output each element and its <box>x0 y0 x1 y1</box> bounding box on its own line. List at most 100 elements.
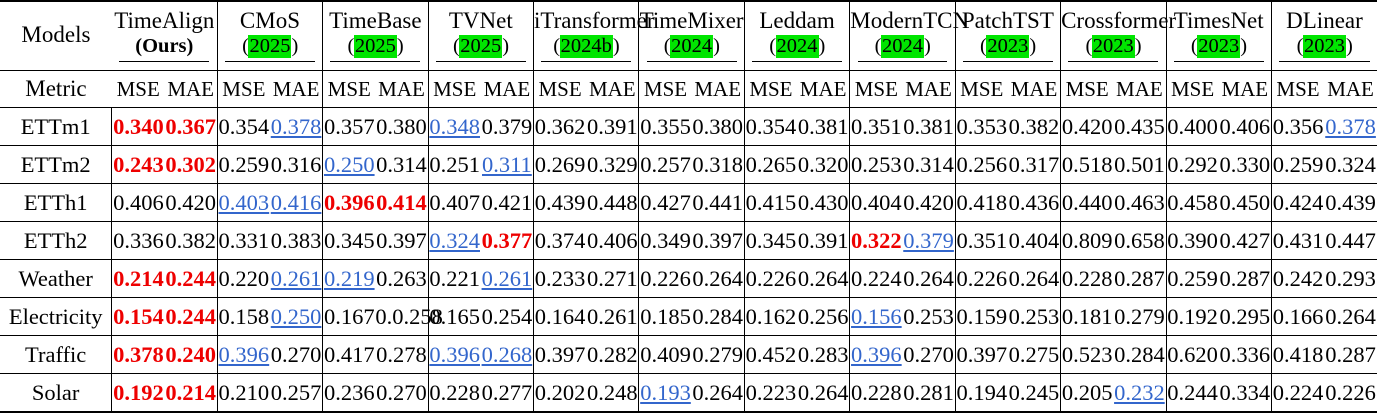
value: 0.374 <box>534 227 586 253</box>
value: 0.166 <box>1272 303 1324 329</box>
cell-ettm2-patchtst-mae: 0.317 <box>1007 145 1061 184</box>
cell-etth2-itransformer-mse: 0.374 <box>533 221 587 260</box>
cell-solar-timemixer-mae: 0.264 <box>691 373 745 412</box>
cell-weather-crossformer-mse: 0.228 <box>1060 259 1114 298</box>
value: 0.406 <box>586 227 638 253</box>
cell-traffic-leddam-mse: 0.452 <box>743 335 798 374</box>
cell-electricity-timemixer-mae: 0.284 <box>691 297 745 336</box>
cell-ettm2-timemixer-mse: 0.257 <box>638 145 692 184</box>
paren-close: ) <box>291 34 298 57</box>
model-year: (Ours) <box>112 35 217 58</box>
value-second-best: 0.378 <box>270 113 322 139</box>
cell-ettm1-leddam-mae: 0.381 <box>797 107 850 146</box>
cell-weather-timealign-mse: 0.214 <box>111 259 165 298</box>
value: 0.439 <box>534 189 586 215</box>
value: 0.420 <box>1061 113 1113 139</box>
cell-traffic-tvnet-mse: 0.396 <box>427 335 481 374</box>
value-best: 0.302 <box>165 151 216 177</box>
cell-traffic-timebase-mse: 0.417 <box>322 335 376 374</box>
value: 0.345 <box>323 227 375 253</box>
cell-ettm1-timebase-mse: 0.357 <box>322 107 376 146</box>
value: 0.192 <box>1167 303 1218 329</box>
value: 0.420 <box>903 189 954 215</box>
cell-electricity-dlinear-mae: 0.264 <box>1324 297 1377 336</box>
cell-ettm2-crossformer-mse: 0.518 <box>1060 145 1114 184</box>
paren-close: ) <box>1240 34 1247 57</box>
model-header-tvnet: TVNet (2025) <box>427 1 534 71</box>
cell-etth2-dlinear-mae: 0.447 <box>1324 221 1377 260</box>
value-second-best: 0.348 <box>429 113 480 139</box>
table-body: ETTm1 0.340 0.367 0.354 0.378 0.357 0.380 0.348… <box>0 107 1377 412</box>
cell-ettm1-timebase-mae: 0.380 <box>375 107 429 146</box>
cell-etth2-leddam-mae: 0.391 <box>797 221 850 260</box>
cell-etth1-timealign-mae: 0.420 <box>164 183 218 222</box>
cell-traffic-crossformer-mse: 0.523 <box>1060 335 1114 374</box>
cell-solar-crossformer-mae: 0.232 <box>1113 373 1166 412</box>
metric-header-mse: MSE <box>533 70 587 108</box>
value: 0.324 <box>1325 151 1376 177</box>
year-highlight: 2025 <box>459 34 503 58</box>
table-row: ETTh2 0.336 0.382 0.331 0.383 0.345 0.397 0.324… <box>0 221 1377 260</box>
value-second-best: 0.219 <box>323 265 375 291</box>
paren-close: ) <box>396 34 404 57</box>
value-best: 0.244 <box>165 303 216 329</box>
value: 0.295 <box>1219 303 1271 329</box>
group-rule <box>119 60 210 62</box>
cell-weather-cmos-mse: 0.220 <box>216 259 270 298</box>
value: 0.381 <box>797 113 849 139</box>
cell-solar-timesnet-mae: 0.334 <box>1218 373 1272 412</box>
cell-electricity-cmos-mae: 0.250 <box>269 297 323 336</box>
cell-electricity-crossformer-mse: 0.181 <box>1060 297 1114 336</box>
value: 0.210 <box>218 379 270 405</box>
cell-solar-timemixer-mse: 0.193 <box>638 373 692 412</box>
group-rule <box>752 60 842 62</box>
metric-header-mse: MSE <box>111 70 165 108</box>
cell-etth2-leddam-mse: 0.345 <box>743 221 798 260</box>
cell-ettm1-dlinear-mae: 0.378 <box>1324 107 1377 146</box>
value: 0.418 <box>1272 341 1324 367</box>
value: 0.523 <box>1061 341 1113 367</box>
cell-solar-dlinear-mse: 0.224 <box>1270 373 1325 412</box>
value-best: 0.367 <box>165 113 216 139</box>
cell-etth2-timesnet-mse: 0.390 <box>1165 221 1219 260</box>
value: 0.356 <box>1272 113 1324 139</box>
model-header-dlinear: DLinear (2023) <box>1270 1 1377 71</box>
value-second-best: 0.416 <box>270 189 322 215</box>
value: 0.406 <box>1219 113 1271 139</box>
models-header-label: Models <box>21 22 91 48</box>
model-header-timebase: TimeBase (2025) <box>322 1 429 71</box>
group-rule <box>1279 60 1370 62</box>
value: 0.264 <box>692 379 744 405</box>
value: 0.293 <box>1325 265 1376 291</box>
cell-weather-itransformer-mae: 0.271 <box>586 259 639 298</box>
cell-weather-tvnet-mse: 0.221 <box>427 259 481 298</box>
value: 0.259 <box>1167 265 1218 291</box>
group-rule <box>1173 60 1264 62</box>
cell-etth2-crossformer-mse: 0.809 <box>1060 221 1114 260</box>
value-second-best: 0.232 <box>1114 379 1165 405</box>
cell-etth2-timemixer-mae: 0.397 <box>691 221 745 260</box>
value: 0.242 <box>1272 265 1324 291</box>
cell-electricity-timebase-mse: 0.167 <box>322 297 376 336</box>
value: 0.167 <box>323 303 375 329</box>
value: 0.264 <box>903 265 954 291</box>
paren-open: ( <box>553 34 560 57</box>
value: 0.351 <box>851 113 902 139</box>
value: 0.334 <box>1219 379 1271 405</box>
value: 0.283 <box>797 341 849 367</box>
cell-ettm2-itransformer-mse: 0.269 <box>533 145 587 184</box>
value: 0.336 <box>1219 341 1271 367</box>
value: 0.259 <box>1272 151 1324 177</box>
model-header-moderntcn: ModernTCN (2024) <box>849 1 969 71</box>
value-second-best: 0.403 <box>218 189 270 215</box>
value: 0.223 <box>745 379 797 405</box>
value: 0.331 <box>218 227 270 253</box>
cell-solar-tvnet-mae: 0.277 <box>480 373 534 412</box>
cell-etth2-timealign-mse: 0.336 <box>111 221 165 260</box>
cell-weather-patchtst-mae: 0.264 <box>1007 259 1061 298</box>
cell-ettm1-timemixer-mae: 0.380 <box>691 107 745 146</box>
cell-etth2-timemixer-mse: 0.349 <box>638 221 692 260</box>
cell-weather-moderntcn-mse: 0.224 <box>849 259 903 298</box>
model-year: (2025) <box>218 34 322 58</box>
cell-solar-leddam-mae: 0.264 <box>797 373 850 412</box>
